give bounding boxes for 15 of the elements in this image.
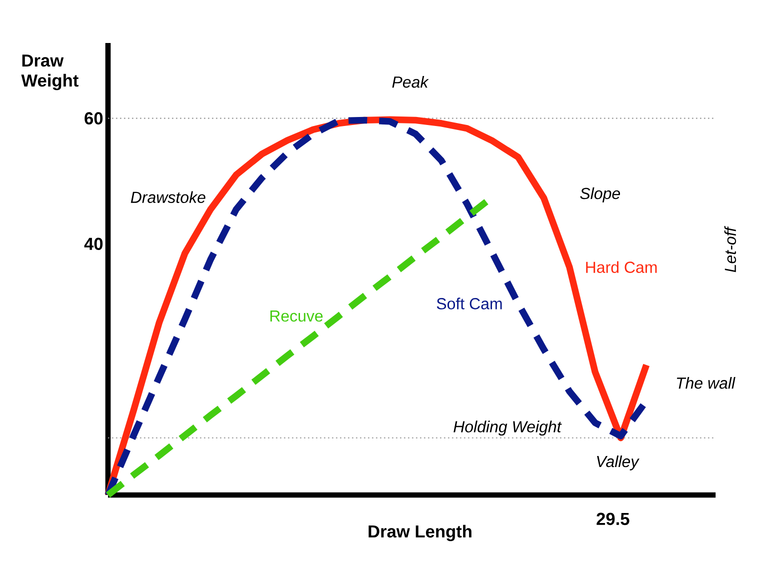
y-tick-label: 40 <box>84 238 103 250</box>
text: Let-off <box>724 226 736 272</box>
text: Draw Weight <box>21 54 78 90</box>
annotation: The wall <box>676 377 736 389</box>
annotation: Slope <box>580 187 620 202</box>
annotation: Peak <box>392 76 429 88</box>
annotation: Drawstoke <box>130 191 206 203</box>
y-tick-label: 60 <box>84 112 103 124</box>
annotation: Valley <box>597 455 640 470</box>
annotation: Holding Weight <box>454 420 562 436</box>
series-label: Hard Cam <box>586 261 657 273</box>
series-label: Soft Cam <box>436 298 502 310</box>
text: 29.5 <box>596 512 630 526</box>
series-label: Recuve <box>270 310 323 322</box>
x-axis-title: Draw Length <box>368 524 472 542</box>
